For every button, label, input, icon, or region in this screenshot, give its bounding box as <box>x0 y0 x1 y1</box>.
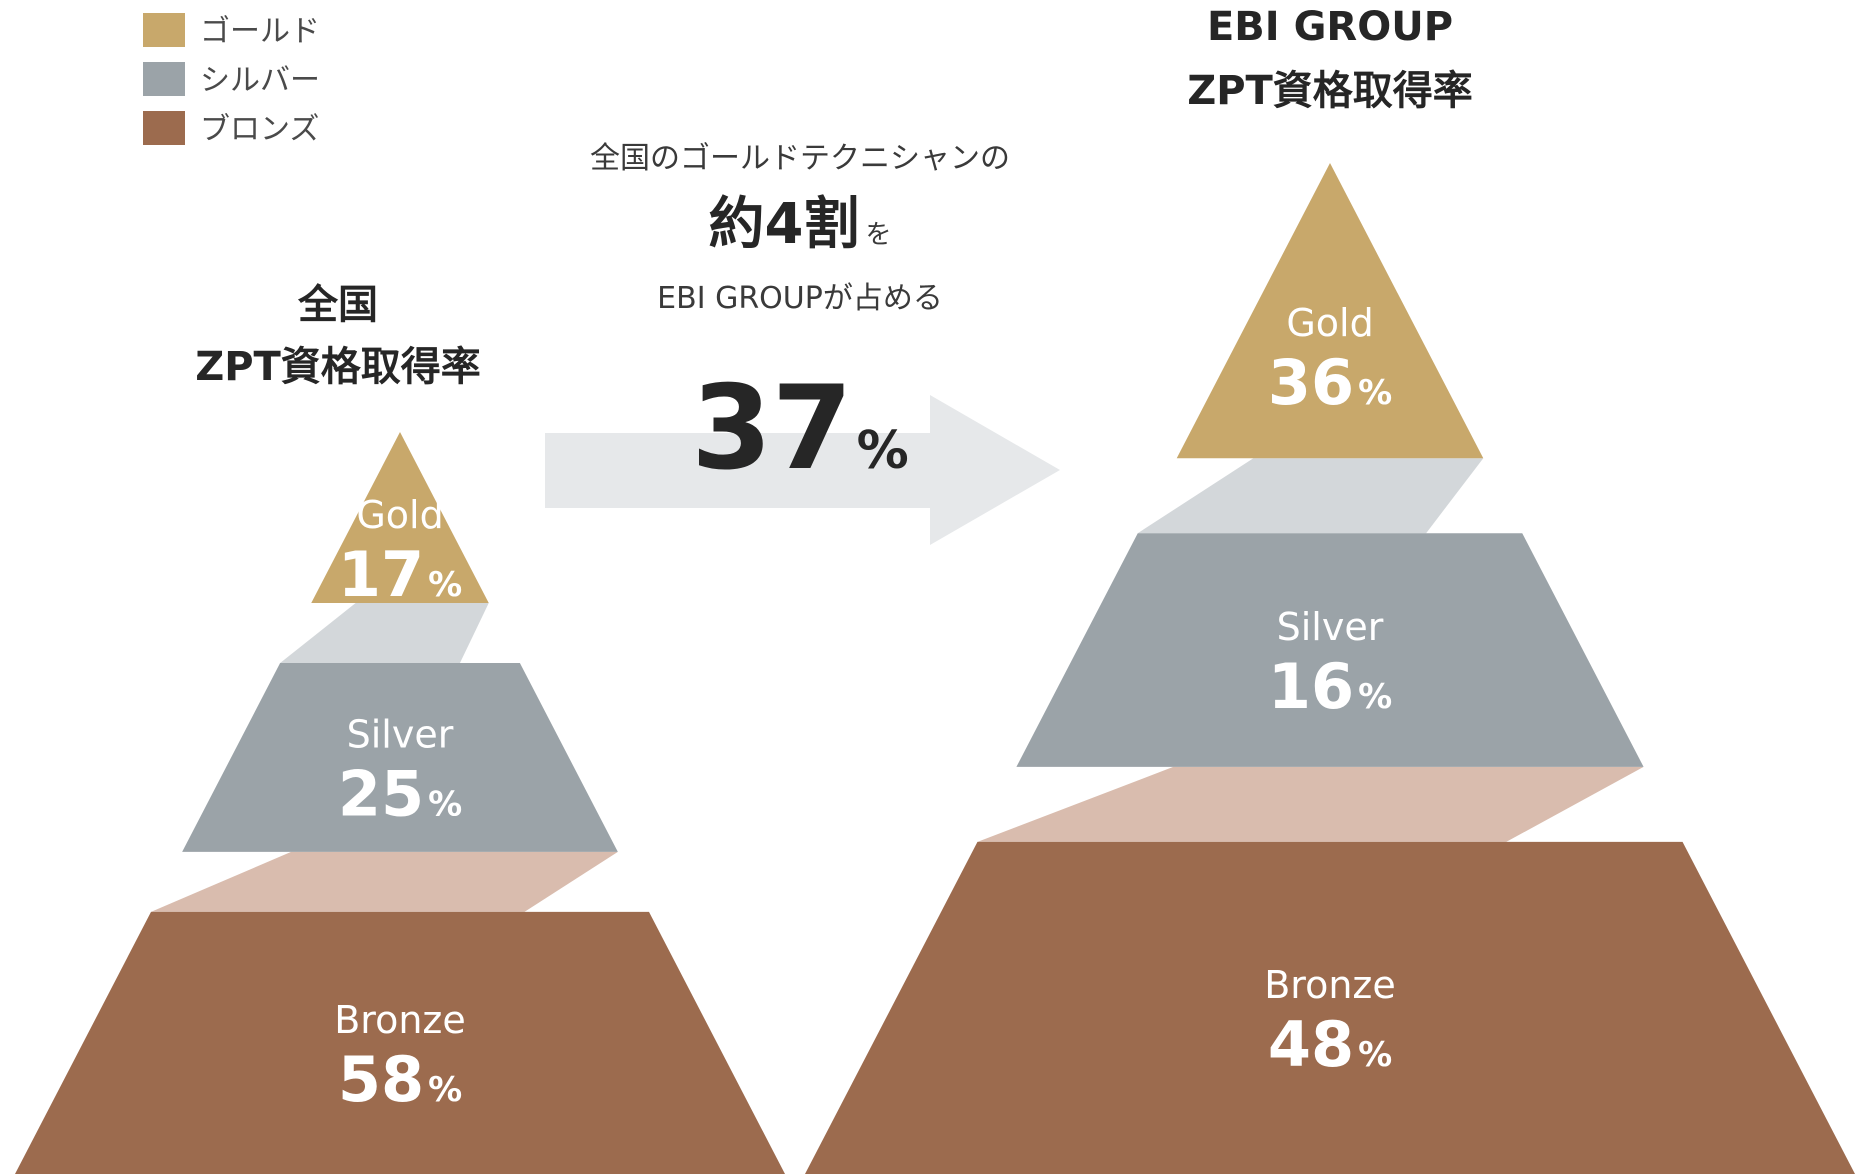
tier-label-silver: Silver <box>1277 605 1384 649</box>
pyramid-national-title-2: ZPT資格取得率 <box>195 344 481 390</box>
tier-value-bronze: 58% <box>338 1043 462 1116</box>
callout-particle: を <box>865 220 891 250</box>
tier-silver <box>182 663 618 852</box>
tier-label-bronze: Bronze <box>1264 963 1396 1007</box>
tier-value-gold: 36% <box>1268 346 1392 419</box>
callout-emphasis: 約4割 <box>709 192 860 257</box>
legend-label-silver: シルバー <box>200 63 320 98</box>
tier-label-bronze: Bronze <box>334 998 466 1042</box>
tier-connector-1 <box>1137 458 1484 534</box>
tier-connector-2 <box>977 766 1644 842</box>
pyramid-ebi-title-2: ZPT資格取得率 <box>1187 68 1473 114</box>
tier-gold <box>311 432 489 604</box>
callout-line-2: 約4割を <box>709 192 892 257</box>
legend-swatch-gold <box>143 13 185 47</box>
pyramid-national-title-1: 全国 <box>297 282 378 328</box>
tier-bronze <box>805 841 1855 1174</box>
callout-line-1: 全国のゴールドテクニシャンの <box>590 141 1010 176</box>
pyramid-ebi-title-1: EBI GROUP <box>1207 4 1453 50</box>
tier-value-silver: 25% <box>338 757 462 830</box>
comparison-arrow <box>545 395 1060 545</box>
tier-connector-2 <box>151 851 618 912</box>
tier-label-gold: Gold <box>1286 301 1373 345</box>
legend: ゴールド シルバー ブロンズ <box>143 13 320 147</box>
tier-silver <box>1016 533 1644 767</box>
callout-line-3: EBI GROUPが占める <box>657 281 943 316</box>
callout: 全国のゴールドテクニシャンの 約4割を EBI GROUPが占める 37% <box>590 141 1010 496</box>
legend-label-bronze: ブロンズ <box>200 112 319 147</box>
callout-unit: % <box>857 421 909 481</box>
tier-gold <box>1176 163 1484 459</box>
legend-swatch-bronze <box>143 111 185 145</box>
legend-label-gold: ゴールド <box>200 14 320 49</box>
tier-label-gold: Gold <box>356 493 443 537</box>
legend-swatch-silver <box>143 62 185 96</box>
tier-bronze <box>15 911 785 1174</box>
tier-label-silver: Silver <box>347 712 454 756</box>
callout-value: 37% <box>691 361 909 496</box>
tier-value-gold: 17% <box>338 538 462 611</box>
tier-connector-1 <box>280 603 489 664</box>
tier-value-bronze: 48% <box>1268 1008 1392 1081</box>
callout-number: 37 <box>691 361 852 496</box>
tier-value-silver: 16% <box>1268 650 1392 723</box>
